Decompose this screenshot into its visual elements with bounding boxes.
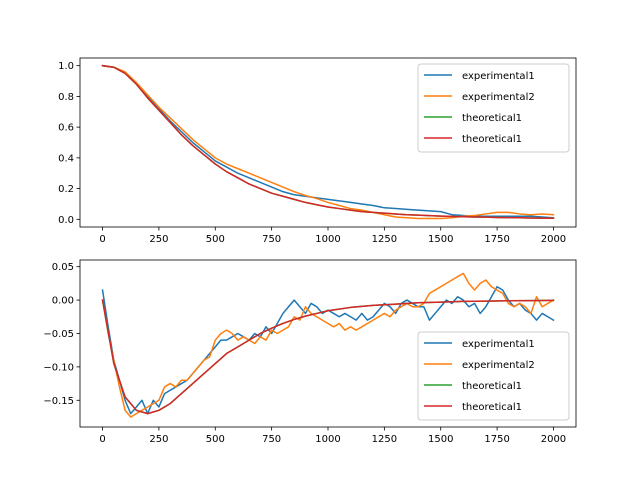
legend-label: experimental2: [462, 360, 535, 371]
legend-label: theoretical1: [462, 134, 522, 145]
legend: experimental1 experimental2 theoretical1 th…: [417, 63, 570, 153]
x-tick-label: 0: [99, 434, 105, 445]
x-tick-label: 250: [149, 234, 168, 245]
legend-box: [417, 331, 570, 421]
y-tick-label: 0.2: [58, 184, 74, 195]
y-tick-label: −0.10: [43, 362, 74, 373]
legend-label: experimental2: [462, 92, 535, 103]
x-tick-label: 1250: [372, 234, 397, 245]
series-line-experimental1: [101, 64, 555, 219]
x-tick-label: 2000: [541, 234, 566, 245]
series-group: [101, 64, 555, 220]
y-tick-label: 0.00: [52, 296, 74, 307]
legend: experimental1 experimental2 theoretical1 th…: [417, 331, 570, 421]
x-tick-label: 1000: [315, 234, 340, 245]
x-tick-label: 750: [262, 434, 281, 445]
series-line-theoretical1: [101, 64, 555, 219]
x-tick-label: 0: [99, 234, 105, 245]
series-line-theoretical1: [101, 299, 555, 415]
x-tick-label: 250: [149, 434, 168, 445]
y-tick-label: 0.6: [58, 123, 74, 134]
series-line-experimental2: [101, 272, 555, 418]
y-tick-label: 0.8: [58, 92, 74, 103]
y-tick-label: −0.15: [43, 396, 74, 407]
x-tick-label: 500: [206, 434, 225, 445]
x-tick-label: 1500: [428, 234, 453, 245]
x-tick-label: 1000: [315, 434, 340, 445]
x-tick-label: 1250: [372, 434, 397, 445]
y-tick-label: 0.0: [58, 215, 74, 226]
y-tick-label: 0.4: [58, 153, 74, 164]
y-tick-label: 1.0: [58, 61, 74, 72]
legend-label: theoretical1: [462, 381, 522, 392]
series-line-experimental2: [101, 64, 555, 220]
chart-panel-2: 0 250 500 750 1000 1250 1500 1750 2000 −0.15 −0.10…: [43, 259, 577, 445]
series-group: [101, 272, 555, 418]
legend-label: theoretical1: [462, 402, 522, 413]
legend-label: theoretical1: [462, 113, 522, 124]
chart-panel-1: 0 250 500 750 1000 1250 1500 1750 2000 0.0 0.2 0.4 0…: [58, 57, 577, 245]
legend-label: experimental1: [462, 339, 535, 350]
x-tick-label: 1750: [484, 234, 509, 245]
x-tick-label: 2000: [541, 434, 566, 445]
y-tick-label: −0.05: [43, 329, 74, 340]
x-tick-label: 750: [262, 234, 281, 245]
legend-label: experimental1: [462, 71, 535, 82]
x-tick-label: 1750: [484, 434, 509, 445]
legend-box: [417, 63, 570, 153]
y-tick-label: 0.05: [52, 262, 74, 273]
x-tick-label: 500: [206, 234, 225, 245]
x-tick-label: 1500: [428, 434, 453, 445]
